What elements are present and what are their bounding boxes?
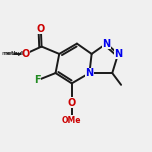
Text: O: O	[37, 24, 45, 34]
Text: OMe: OMe	[62, 116, 81, 125]
Text: F: F	[34, 75, 40, 85]
Text: N: N	[114, 49, 122, 59]
Text: N: N	[85, 68, 93, 78]
Text: N: N	[102, 39, 110, 49]
Text: O: O	[68, 97, 76, 107]
Text: methyl: methyl	[1, 51, 23, 56]
Text: methyl: methyl	[4, 51, 23, 56]
Text: O: O	[21, 49, 29, 59]
